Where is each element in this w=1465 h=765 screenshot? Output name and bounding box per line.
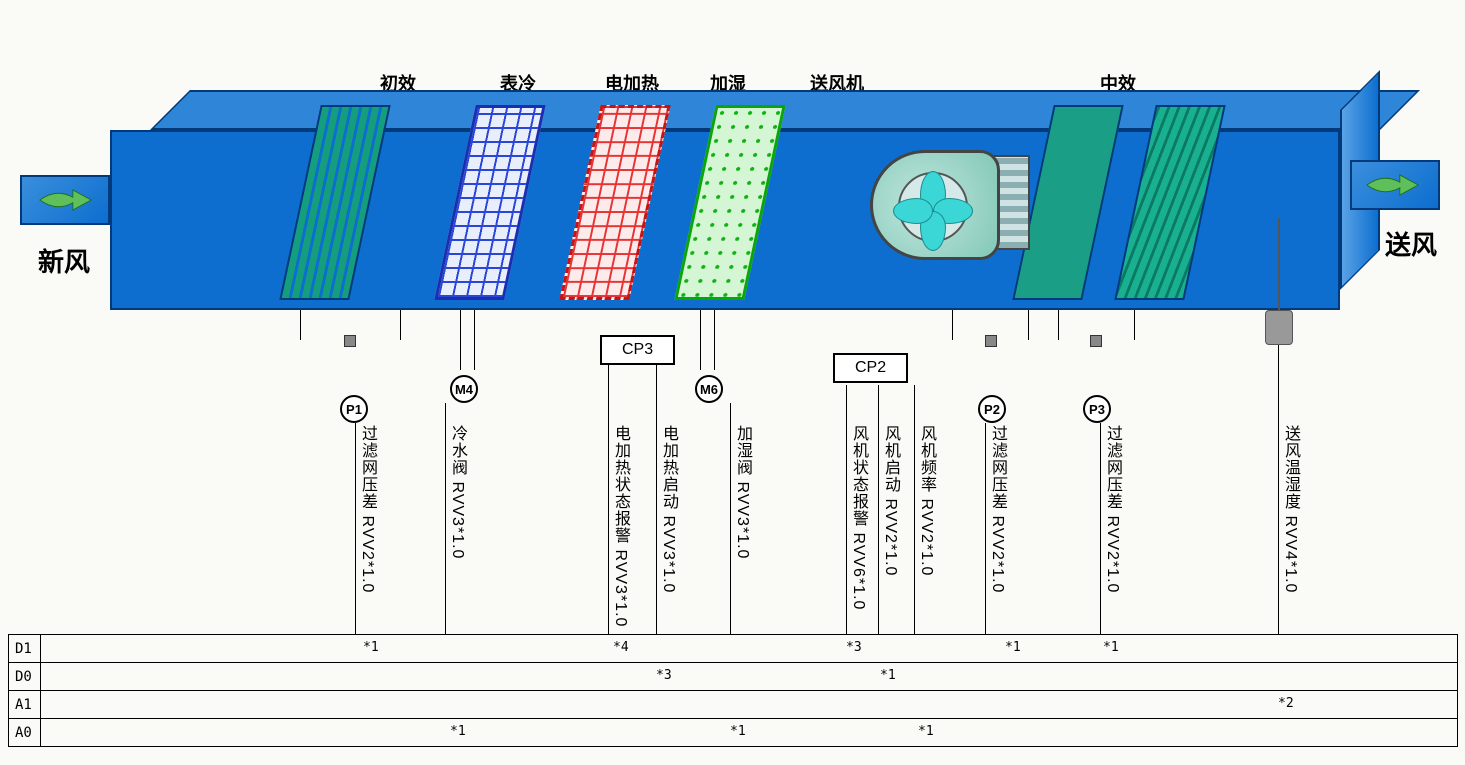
signal-line	[846, 385, 847, 634]
signal-line	[656, 365, 657, 634]
io-mark: *1	[450, 724, 466, 739]
inlet-box	[20, 175, 110, 225]
row-a0: A0	[9, 719, 41, 747]
sensor-m6: M6	[695, 375, 723, 403]
signal-label: 过滤网压差 RVV2*1.0	[1104, 425, 1120, 593]
row-d0: D0	[9, 663, 41, 691]
filter3-joint	[1090, 335, 1102, 347]
humid-tap-a	[700, 310, 701, 370]
cell-a0	[41, 719, 1458, 747]
io-mark: *1	[918, 724, 934, 739]
row-d1: D1	[9, 635, 41, 663]
filter2-joint	[985, 335, 997, 347]
cp2-box: CP2	[833, 353, 908, 383]
sensor-p1: P1	[340, 395, 368, 423]
sensor-p2: P2	[978, 395, 1006, 423]
temp-humid-sensor-icon	[1265, 310, 1293, 345]
inlet-label: 新风	[38, 242, 90, 279]
signal-label: 送风温湿度 RVV4*1.0	[1282, 425, 1298, 593]
io-mark: *3	[846, 640, 862, 655]
signal-label-group: 送风温湿度 RVV4*1.0	[1282, 425, 1298, 635]
humid-tap-b	[714, 310, 715, 370]
signal-label-group: 电加热状态报警 RVV3*1.0	[612, 425, 628, 635]
signal-label-group: 电加热启动 RVV3*1.0	[660, 425, 676, 635]
fan-hub-icon	[898, 172, 968, 242]
signal-label-group: 过滤网压差 RVV2*1.0	[989, 425, 1005, 635]
signal-label-group: 过滤网压差 RVV2*1.0	[359, 425, 375, 635]
signal-line	[1278, 345, 1279, 634]
coil-tap-b	[474, 310, 475, 370]
io-mark: *1	[730, 724, 746, 739]
sensor-m4: M4	[450, 375, 478, 403]
io-mark: *1	[1103, 640, 1119, 655]
filter2-tap-left	[952, 310, 953, 340]
signal-line	[985, 423, 986, 634]
signal-label: 风机启动 RVV2*1.0	[882, 425, 898, 576]
io-mark: *1	[880, 668, 896, 683]
io-mark: *1	[363, 640, 379, 655]
signal-label: 冷水阀 RVV3*1.0	[449, 425, 465, 559]
signal-line	[355, 423, 356, 634]
signal-label: 电加热启动 RVV3*1.0	[660, 425, 676, 593]
signal-line	[1100, 423, 1101, 634]
signal-label-group: 风机状态报警 RVV6*1.0	[850, 425, 866, 635]
io-mark: *4	[613, 640, 629, 655]
cell-d0	[41, 663, 1458, 691]
signal-line	[445, 403, 446, 634]
io-mark: *1	[1005, 640, 1021, 655]
signal-label: 加湿阀 RVV3*1.0	[734, 425, 750, 559]
outlet-box	[1350, 160, 1440, 210]
signal-label-group: 过滤网压差 RVV2*1.0	[1104, 425, 1120, 635]
signal-label-group: 加湿阀 RVV3*1.0	[734, 425, 750, 635]
filter1-tap-right	[400, 310, 401, 340]
io-mark: *3	[656, 668, 672, 683]
cell-d1	[41, 635, 1458, 663]
io-mark: *2	[1278, 696, 1294, 711]
signal-label-group: 风机频率 RVV2*1.0	[918, 425, 934, 635]
signal-label: 过滤网压差 RVV2*1.0	[359, 425, 375, 593]
row-a1: A1	[9, 691, 41, 719]
filter3-tap-left	[1058, 310, 1059, 340]
filter3-tap-right	[1134, 310, 1135, 340]
signal-line	[608, 365, 609, 634]
signal-line	[878, 385, 879, 634]
signal-label: 过滤网压差 RVV2*1.0	[989, 425, 1005, 593]
outlet-label: 送风	[1385, 225, 1437, 262]
filter2-tap-right	[1028, 310, 1029, 340]
signal-label: 风机频率 RVV2*1.0	[918, 425, 934, 576]
cp3-box: CP3	[600, 335, 675, 365]
signal-label: 风机状态报警 RVV6*1.0	[850, 425, 866, 610]
signal-label-group: 冷水阀 RVV3*1.0	[449, 425, 465, 635]
filter1-joint	[344, 335, 356, 347]
signal-line	[730, 403, 731, 634]
cell-a1	[41, 691, 1458, 719]
signal-label: 电加热状态报警 RVV3*1.0	[612, 425, 628, 627]
outlet-support	[1278, 218, 1280, 313]
filter1-tap-left	[300, 310, 301, 340]
signal-line	[914, 385, 915, 634]
coil-tap-a	[460, 310, 461, 370]
signal-label-group: 风机启动 RVV2*1.0	[882, 425, 898, 635]
sensor-p3: P3	[1083, 395, 1111, 423]
